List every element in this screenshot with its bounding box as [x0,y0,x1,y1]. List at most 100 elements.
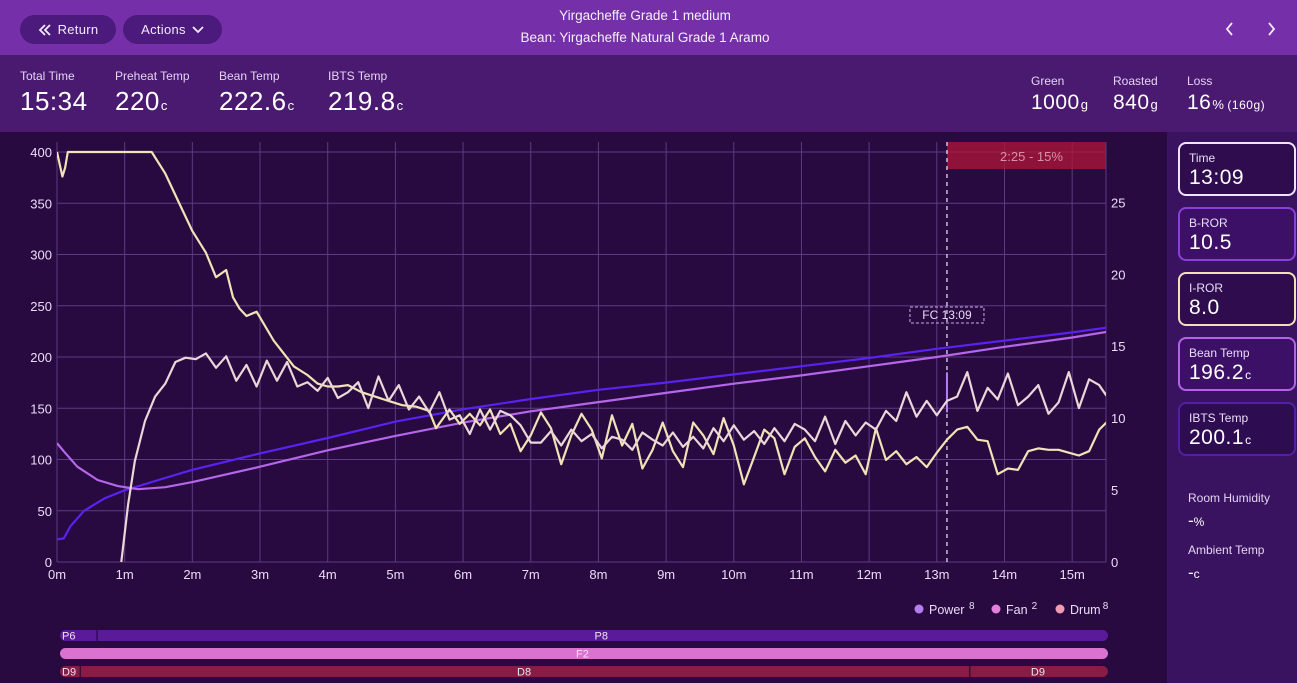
y-right-tick-label: 15 [1111,339,1125,354]
legend-value: 2 [1032,601,1038,612]
room-humidity: Room Humidity -% [1188,491,1270,531]
roasted-weight-stat: Roasted 840g [1113,74,1158,115]
drum-segment-label: D9 [62,667,76,679]
y-left-tick-label: 150 [30,401,52,416]
roast-chart-svg: 0m 1m 2m 3m 4m 5m 6m 7m 8m 9m 10m 11m 12m 13m 14m 15m 0 5… [30,142,1125,679]
preheat-temp-label: Preheat Temp [115,69,190,83]
bean-temp-card-value: 196.2c [1189,361,1252,384]
preheat-temp-stat: Preheat Temp 220c [115,69,190,117]
y-left-tick-label: 100 [30,453,52,468]
green-weight-label: Green [1031,74,1065,88]
y-right-tick-label: 10 [1111,411,1125,426]
loss-value: 16% (160g) [1187,91,1266,114]
roasted-weight-label: Roasted [1113,74,1158,88]
y-right-tick-label: 0 [1111,555,1118,570]
ibts-temp-card-value: 200.1c [1189,426,1252,449]
x-tick-label: 0m [48,567,66,582]
b-ror-card: B-ROR 10.5 [1178,207,1296,261]
y-left-tick-label: 50 [38,504,52,519]
x-tick-label: 3m [251,567,269,582]
return-label: Return [57,22,99,37]
legend-dot [1055,604,1065,614]
actions-label: Actions [141,22,186,37]
y-right-tick-label: 20 [1111,267,1125,282]
previous-button[interactable] [1216,15,1244,43]
live-readings-panel: Time 13:09 B-ROR 10.5 I-ROR 8.0 Bean Tem… [1167,132,1297,683]
y-left-tick-label: 350 [30,196,52,211]
first-crack-label: FC 13:09 [922,308,972,322]
power-segment-label: P8 [595,631,608,643]
bean-temp-stat: Bean Temp 222.6c [219,69,295,117]
y-left-tick-label: 200 [30,350,52,365]
y-right-tick-label: 25 [1111,195,1125,210]
x-tick-label: 9m [657,567,675,582]
ibts-temp-line [57,330,1106,491]
chevron-right-icon [1268,22,1276,36]
stats-bar: Total Time 15:34 Preheat Temp 220c Bean … [0,55,1297,132]
x-tick-label: 8m [589,567,607,582]
next-button[interactable] [1257,15,1285,43]
drum-segment-label: D8 [517,667,531,679]
time-card-value: 13:09 [1189,166,1245,189]
ibts-temp-label: IBTS Temp [328,69,388,83]
room-humidity-value: -% [1188,511,1205,530]
fan-bar [60,648,1108,659]
total-time-label: Total Time [20,69,75,83]
power-segment-label: P6 [62,631,75,643]
x-tick-label: 15m [1060,567,1085,582]
roast-chart[interactable]: 0m 1m 2m 3m 4m 5m 6m 7m 8m 9m 10m 11m 12m 13m 14m 15m 0 5… [0,132,1167,683]
loss-stat: Loss 16% (160g) [1187,74,1265,115]
first-crack-label-box [909,306,985,324]
x-tick-label: 1m [116,567,134,582]
legend-label: Drum [1070,603,1101,617]
power-bar [60,630,1108,641]
bean-temp-value: 222.6c [219,86,295,116]
green-weight-stat: Green 1000g [1031,74,1088,115]
legend-item-drum: Drum 8 [1055,601,1109,617]
ibts-ror-line [120,352,1106,562]
ibts-temp-value: 219.8c [328,86,404,116]
total-time-stat: Total Time 15:34 [20,69,88,117]
legend-value: 8 [1103,601,1109,612]
legend-item-fan: Fan 2 [991,601,1038,617]
bean-ror-line [57,150,1106,486]
y-left-tick-label: 0 [45,555,52,570]
bean-temp-line [57,326,1106,541]
bean-temp-label: Bean Temp [219,69,280,83]
room-humidity-label: Room Humidity [1188,491,1271,505]
return-button[interactable]: Return [20,15,116,44]
roasted-weight-value: 840g [1113,91,1159,114]
preheat-temp-value: 220c [115,86,168,116]
legend-label: Power [929,603,964,617]
x-tick-label: 13m [924,567,949,582]
b-ror-label: B-ROR [1189,216,1228,230]
roast-title: Yirgacheffe Grade 1 medium [559,8,731,23]
x-tick-label: 6m [454,567,472,582]
x-tick-label: 11m [789,567,813,582]
i-ror-card: I-ROR 8.0 [1178,272,1296,326]
header-bar: Return Actions Yirgacheffe Grade 1 mediu… [0,0,1297,55]
y-left-tick-label: 300 [30,248,52,263]
actions-button[interactable]: Actions [123,15,222,44]
x-tick-label: 5m [386,567,404,582]
bean-temp-card: Bean Temp 196.2c [1178,337,1296,391]
x-tick-label: 7m [522,567,540,582]
fan-segment-label: F2 [576,649,589,661]
bean-subtitle: Bean: Yirgacheffe Natural Grade 1 Aramo [520,30,770,45]
time-card: Time 13:09 [1178,142,1296,196]
i-ror-value: 8.0 [1189,296,1220,319]
drum-bar [60,666,1108,677]
loss-label: Loss [1187,74,1213,88]
i-ror-label: I-ROR [1189,281,1223,295]
bean-temp-card-label: Bean Temp [1189,346,1250,360]
y-right-tick-label: 5 [1111,483,1118,498]
double-chevron-left-icon [38,23,51,36]
ambient-temp-label: Ambient Temp [1188,543,1265,557]
highlight-label: 2:25 - 15% [1000,149,1063,164]
x-tick-label: 10m [721,567,746,582]
legend-dot [914,604,924,614]
ibts-temp-stat: IBTS Temp 219.8c [328,69,404,117]
total-time-value: 15:34 [20,86,88,116]
drum-segment-label: D9 [1031,667,1045,679]
chevron-down-icon [192,25,204,33]
